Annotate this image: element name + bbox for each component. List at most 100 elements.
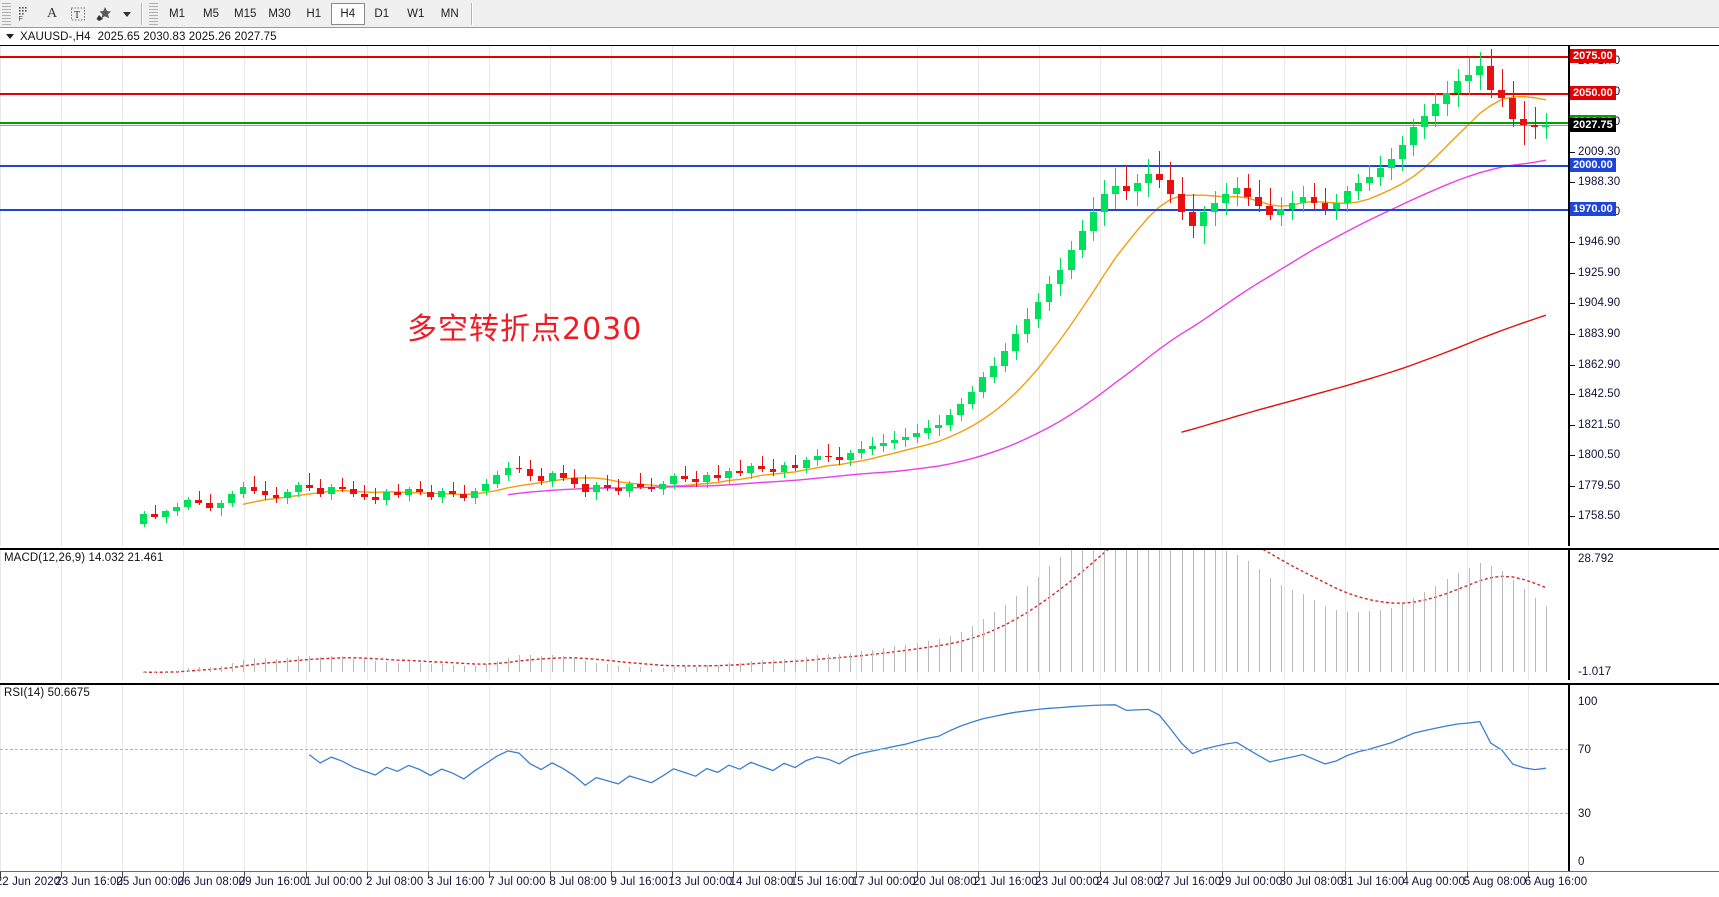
candle-body [1244, 188, 1252, 198]
price-tick-label: 1883.90 [1578, 328, 1621, 341]
timeframe-d1[interactable]: D1 [374, 7, 390, 20]
grid-vline [366, 46, 368, 546]
macd-histogram-bar [1082, 550, 1083, 673]
macd-histogram-bar [497, 661, 498, 673]
dropdown-arrow-icon[interactable] [117, 2, 137, 26]
grid-vline [916, 550, 918, 680]
level-line-support-2000[interactable] [0, 165, 1568, 168]
candle-body [659, 483, 666, 490]
candle-body [1255, 197, 1263, 206]
price-tick [1570, 272, 1575, 274]
text-box-icon[interactable]: T [65, 2, 91, 26]
macd-histogram-bar [773, 660, 774, 673]
price-plot-area[interactable]: 多空转折点2030 [0, 46, 1568, 546]
grid-vline [794, 685, 796, 871]
level-line-pivot-2030[interactable] [0, 121, 1568, 124]
timeframe-m15[interactable]: M15 [234, 7, 257, 20]
crosshair-f-icon[interactable]: F [13, 2, 39, 26]
level-line-resistance-2050[interactable] [0, 92, 1568, 95]
time-tick [1283, 872, 1285, 878]
grid-vline [550, 46, 552, 546]
grid-vline [611, 46, 613, 546]
price-tick [1570, 485, 1575, 487]
timeframe-m30[interactable]: M30 [268, 7, 291, 20]
grid-vline [1405, 46, 1407, 546]
candle-body [1133, 182, 1141, 192]
candle-body [405, 489, 412, 496]
level-line-support-1970[interactable] [0, 208, 1568, 211]
candle-body [1277, 208, 1285, 215]
grid-vline [672, 685, 674, 871]
grid-vline [1466, 550, 1468, 680]
candle-body [868, 445, 876, 449]
macd-histogram-bar [629, 666, 630, 673]
macd-histogram-bar [287, 658, 288, 673]
chevron-down-icon[interactable] [6, 34, 14, 39]
candle-body [449, 490, 457, 494]
time-tick [1100, 872, 1102, 878]
time-tick [0, 872, 1, 878]
candle-body [802, 460, 810, 468]
candle-wick [353, 480, 354, 497]
price-tick-label: 1800.50 [1578, 449, 1621, 462]
time-tick-label: 15 Jul 16:00 [790, 876, 855, 888]
grid-vline [488, 685, 490, 871]
macd-label: MACD(12,26,9) 14.032 21.461 [4, 552, 164, 564]
macd-histogram-bar [1435, 585, 1436, 673]
grid-vline [733, 550, 735, 680]
grid-vline [1039, 685, 1041, 871]
price-tick-label: 1758.50 [1578, 510, 1621, 523]
candle-body [493, 474, 501, 484]
macd-histogram-bar [718, 664, 719, 673]
macd-histogram-bar [1469, 567, 1470, 673]
candle-wick [398, 483, 399, 499]
timeframe-h1[interactable]: H1 [306, 7, 322, 20]
grid-vline [855, 46, 857, 546]
candle-body [758, 466, 766, 470]
candle-body [1222, 194, 1230, 204]
rsi-plot-area[interactable]: RSI(14) 50.6675 [0, 685, 1568, 871]
macd-histogram-bar [961, 631, 962, 673]
grid-vline [1466, 685, 1468, 871]
time-axis[interactable]: 22 Jun 2020 23 Jun 16:00 25 Jun 00:00 26 Ju… [0, 871, 1719, 897]
timeframe-mn[interactable]: MN [440, 7, 459, 20]
candle-body [1365, 176, 1373, 183]
time-tick-label: 17 Jul 00:00 [851, 876, 916, 888]
time-tick [733, 872, 735, 878]
timeframe-m1[interactable]: M1 [169, 7, 185, 20]
toolbar-grip[interactable] [2, 2, 11, 25]
candle-wick [342, 477, 343, 493]
candle-body [725, 470, 733, 478]
macd-histogram-bar [276, 658, 277, 673]
macd-histogram-bar [232, 663, 233, 673]
text-label-icon[interactable]: A [46, 5, 58, 21]
macd-histogram-bar [188, 667, 189, 673]
candle-body [946, 415, 954, 426]
timeframe-m5[interactable]: M5 [203, 7, 219, 20]
macd-histogram-bar [1480, 563, 1481, 673]
time-tick-label: 9 Jul 16:00 [610, 876, 668, 888]
timeframe-grip[interactable] [149, 2, 158, 25]
macd-histogram-bar [464, 666, 465, 673]
timeframe-h4[interactable]: H4 [330, 2, 365, 25]
macd-histogram-bar [1369, 611, 1370, 673]
macd-plot-area[interactable]: MACD(12,26,9) 14.032 21.461 [0, 550, 1568, 680]
level-line-resistance-2075[interactable] [0, 56, 1568, 59]
rsi-level-30 [0, 813, 1568, 814]
macd-histogram-bar [552, 655, 553, 673]
grid-vline [977, 685, 979, 871]
macd-histogram-bar [850, 653, 851, 673]
time-tick [183, 872, 185, 878]
timeframe-w1[interactable]: W1 [407, 7, 425, 20]
grid-vline [1100, 46, 1102, 546]
candle-wick [563, 464, 564, 481]
candle-wick [155, 505, 156, 519]
grid-vline [1161, 550, 1163, 680]
candle-body [968, 392, 976, 404]
macd-histogram-bar [1303, 594, 1304, 673]
price-tick [1570, 364, 1575, 366]
macd-histogram-bar [1027, 586, 1028, 673]
shapes-icon[interactable] [91, 2, 117, 26]
macd-histogram-bar [1524, 589, 1525, 673]
macd-histogram-bar [1115, 550, 1116, 673]
